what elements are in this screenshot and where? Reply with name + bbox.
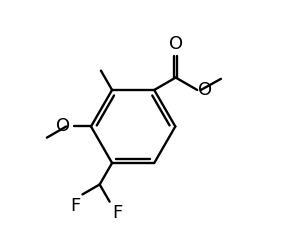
Text: F: F (112, 204, 122, 222)
Text: O: O (56, 118, 70, 135)
Text: F: F (70, 197, 80, 215)
Text: O: O (198, 81, 213, 99)
Text: O: O (169, 35, 183, 53)
